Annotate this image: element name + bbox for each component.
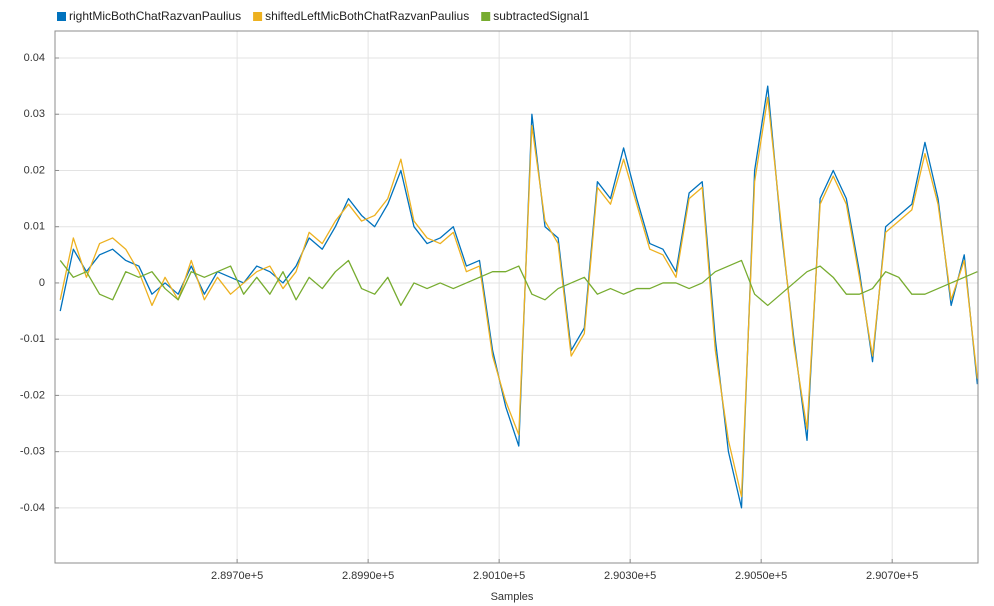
lines [59, 85, 978, 509]
legend-swatch [481, 12, 491, 21]
series-line [59, 259, 978, 307]
y-tick-label: 0.02 [24, 164, 45, 176]
grid [55, 31, 978, 563]
x-tick-label: 2.9010e+5 [473, 570, 525, 582]
series-line [59, 96, 978, 498]
y-tick-label: 0.03 [24, 108, 45, 120]
legend-swatch [57, 12, 66, 21]
x-axis-label: Samples [491, 591, 534, 603]
x-tick-label: 2.9050e+5 [735, 570, 787, 582]
y-tick-label: -0.01 [20, 333, 45, 345]
y-tick-label: -0.04 [20, 502, 45, 514]
x-tick-label: 2.8990e+5 [342, 570, 394, 582]
legend-label: subtractedSignal1 [493, 9, 589, 23]
plot-area [55, 31, 978, 563]
legend-label: shiftedLeftMicBothChatRazvanPaulius [265, 9, 469, 23]
y-tick-label: -0.02 [20, 389, 45, 401]
x-tick-label: 2.9070e+5 [866, 570, 918, 582]
series-line [59, 85, 978, 509]
legend: rightMicBothChatRazvanPaulius shiftedLeft… [57, 9, 590, 23]
y-tick-label: 0 [39, 277, 45, 289]
legend-swatch [253, 12, 263, 21]
y-tick-label: 0.04 [24, 52, 45, 64]
y-tick-label: -0.03 [20, 446, 45, 458]
x-tick-label: 2.8970e+5 [211, 570, 263, 582]
plot-border [54, 30, 979, 564]
labels: -0.04 -0.03 -0.02 -0.01 0 0.01 0.02 0.03 0.04 2.8… [20, 52, 918, 582]
y-tick-label: 0.01 [24, 221, 45, 233]
legend-label: rightMicBothChatRazvanPaulius [69, 9, 241, 23]
x-tick-label: 2.9030e+5 [604, 570, 656, 582]
